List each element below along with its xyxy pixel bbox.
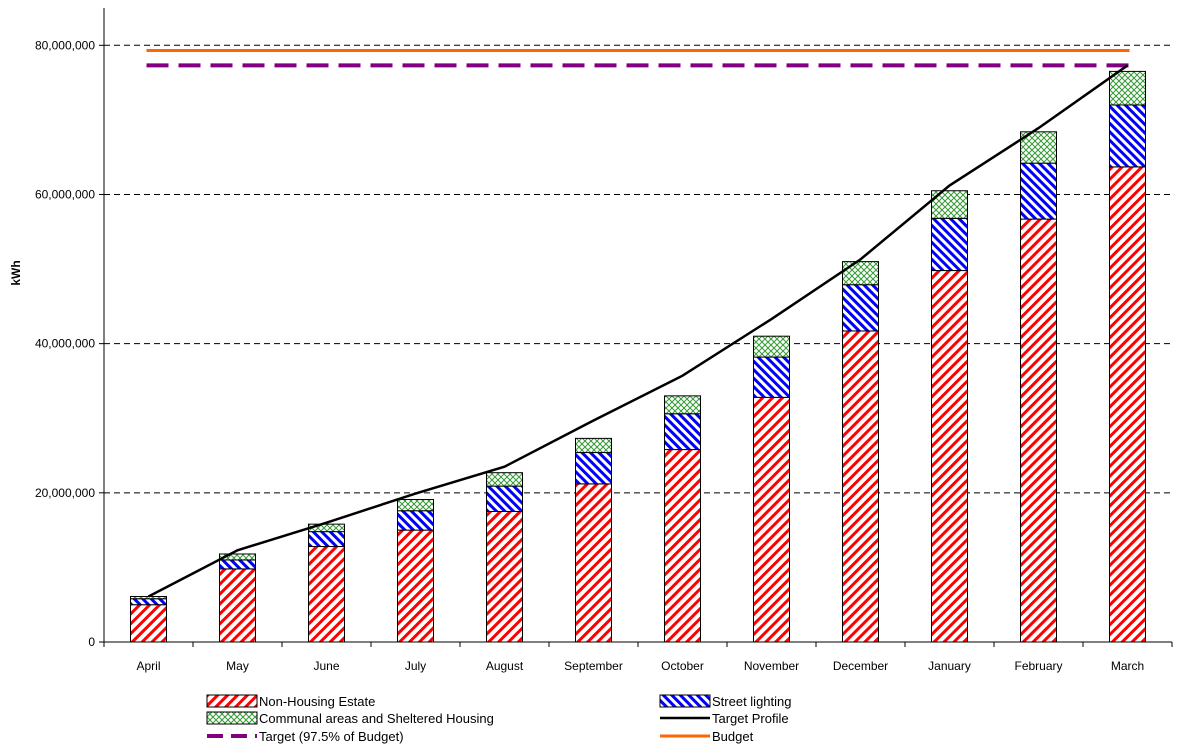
bar-segment (664, 413, 701, 451)
x-tick-label: November (744, 659, 799, 673)
bar-segment (130, 596, 167, 600)
x-tick-label: July (405, 659, 426, 673)
x-tick-label: May (226, 659, 249, 673)
legend-swatch (659, 694, 711, 708)
bar-segment (664, 395, 701, 415)
x-tick-label: March (1111, 659, 1144, 673)
legend-label: Communal areas and Sheltered Housing (259, 711, 494, 726)
bar-segment (1109, 104, 1146, 168)
target-profile-line (147, 64, 1129, 598)
bar-segment (842, 284, 879, 332)
legend-label: Budget (712, 729, 754, 744)
y-tick-label: 40,000,000 (35, 337, 95, 351)
x-tick-label: September (564, 659, 623, 673)
bar-segment (397, 510, 434, 531)
bar-segment (1109, 166, 1146, 643)
bar-segment (842, 330, 879, 643)
bar-segment (664, 449, 701, 643)
x-tick-label: October (661, 659, 704, 673)
bar-segment (753, 396, 790, 643)
bar-segment (130, 598, 167, 606)
bar-segment (575, 437, 612, 454)
y-tick-label: 20,000,000 (35, 486, 95, 500)
bar-segment (1020, 131, 1057, 164)
legend-swatch (206, 694, 258, 708)
bar-segment (1020, 218, 1057, 643)
bar-segment (130, 604, 167, 643)
bar-segment (931, 217, 968, 272)
legend-label: Target (97.5% of Budget) (259, 729, 404, 744)
bar-segment (753, 335, 790, 358)
bar-segment (308, 546, 345, 643)
x-tick-label: August (486, 659, 524, 673)
x-tick-label: June (313, 659, 339, 673)
x-tick-label: February (1014, 659, 1062, 673)
bar-segment (575, 452, 612, 485)
bar-segment (219, 559, 256, 570)
y-tick-label: 60,000,000 (35, 187, 95, 201)
y-axis-label: kWh (9, 260, 23, 285)
bar-segment (219, 553, 256, 561)
bar-segment (753, 356, 790, 398)
legend-label: Target Profile (712, 711, 789, 726)
y-tick-label: 80,000,000 (35, 38, 95, 52)
bar-segment (931, 270, 968, 643)
bar-segment (397, 529, 434, 643)
legend-label: Non-Housing Estate (259, 694, 375, 709)
bar-segment (219, 568, 256, 643)
bar-segment (397, 499, 434, 512)
bar-segment (308, 531, 345, 548)
y-tick-label: 0 (88, 635, 95, 649)
x-tick-label: December (833, 659, 888, 673)
bar-segment (842, 261, 879, 286)
legend-swatch (206, 711, 258, 725)
bar-segment (486, 510, 523, 643)
bar-segment (486, 485, 523, 512)
bar-segment (486, 472, 523, 487)
bar-segment (1020, 162, 1057, 220)
x-tick-label: April (136, 659, 160, 673)
x-tick-label: January (928, 659, 971, 673)
legend-label: Street lighting (712, 694, 792, 709)
bar-segment (575, 483, 612, 643)
bar-segment (1109, 70, 1146, 106)
